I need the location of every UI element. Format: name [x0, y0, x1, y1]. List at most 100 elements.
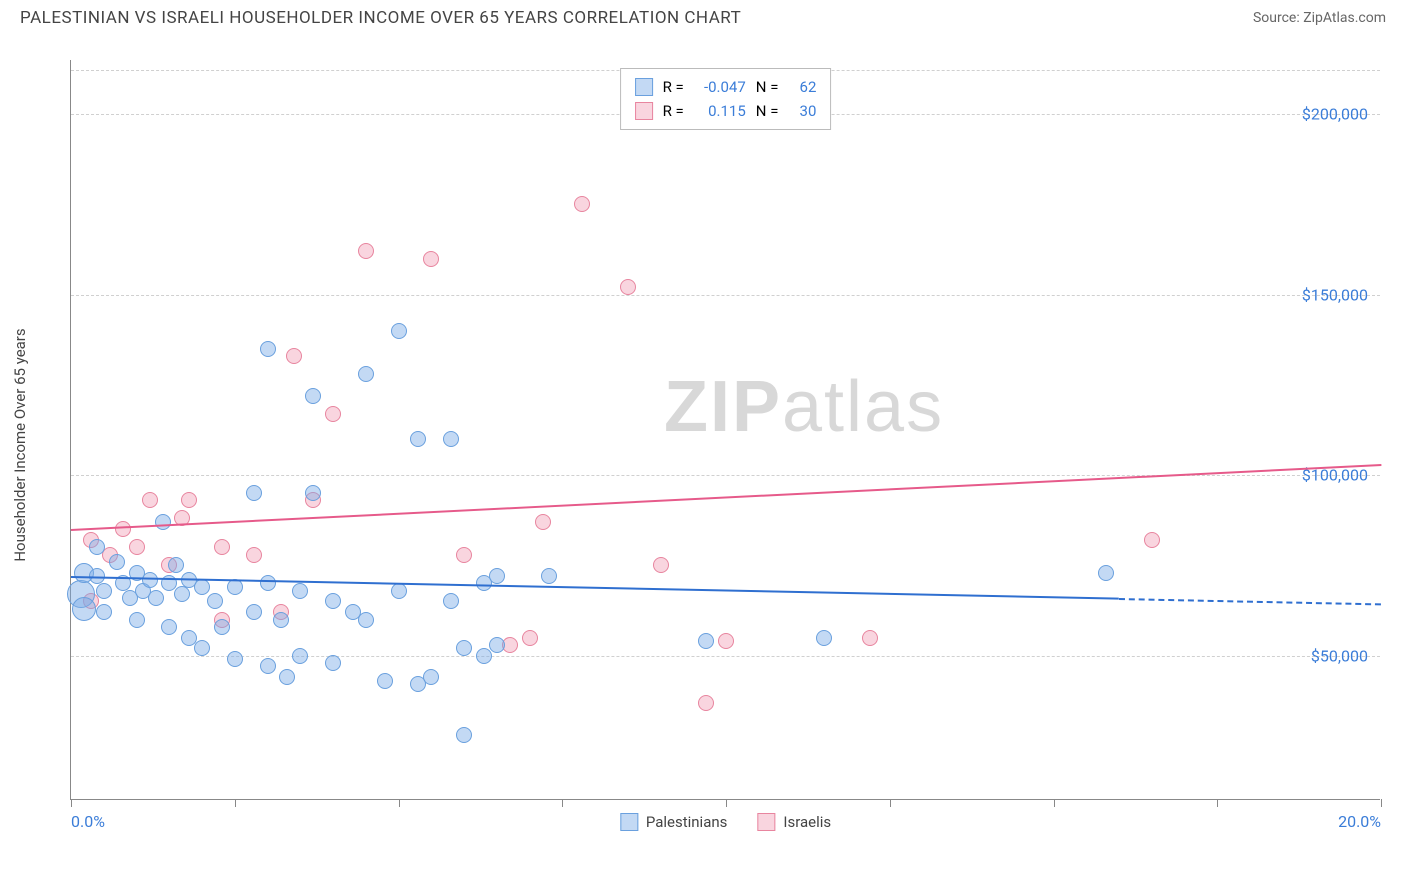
data-point-israelis [522, 630, 538, 646]
data-point-palestinians [816, 630, 832, 646]
data-point-palestinians [325, 655, 341, 671]
x-tick [1381, 799, 1382, 807]
data-point-palestinians [423, 669, 439, 685]
chart-title: PALESTINIAN VS ISRAELI HOUSEHOLDER INCOM… [20, 8, 741, 28]
data-point-palestinians [489, 568, 505, 584]
data-point-israelis [423, 251, 439, 267]
data-point-israelis [115, 521, 131, 537]
swatch-palestinians [635, 78, 653, 96]
x-tick [1217, 799, 1218, 807]
data-point-palestinians [292, 583, 308, 599]
swatch-israelis [635, 102, 653, 120]
data-point-palestinians [214, 619, 230, 635]
data-point-palestinians [194, 579, 210, 595]
data-point-palestinians [443, 593, 459, 609]
data-point-palestinians [129, 612, 145, 628]
source-attribution: Source: ZipAtlas.com [1253, 10, 1386, 26]
watermark-light: atlas [782, 367, 944, 447]
y-tick-label: $200,000 [1302, 105, 1368, 124]
x-tick-label: 20.0% [1338, 812, 1381, 831]
series-legend: Palestinians Israelis [620, 813, 831, 831]
data-point-palestinians [698, 633, 714, 649]
x-tick [235, 799, 236, 807]
data-point-israelis [181, 492, 197, 508]
n-value-israelis: 30 [788, 99, 816, 123]
data-point-palestinians [142, 572, 158, 588]
source-prefix: Source: [1253, 10, 1303, 26]
data-point-palestinians [227, 651, 243, 667]
data-point-israelis [129, 539, 145, 555]
data-point-palestinians [377, 673, 393, 689]
chart-container: Householder Income Over 65 years ZIPatla… [50, 50, 1390, 840]
data-point-palestinians [305, 388, 321, 404]
x-tick [726, 799, 727, 807]
data-point-palestinians [260, 575, 276, 591]
data-point-israelis [718, 633, 734, 649]
data-point-israelis [325, 406, 341, 422]
data-point-palestinians [325, 593, 341, 609]
data-point-palestinians [148, 590, 164, 606]
legend-label-palestinians: Palestinians [646, 813, 728, 831]
data-point-israelis [862, 630, 878, 646]
data-point-israelis [698, 695, 714, 711]
r-value-palestinians: -0.047 [694, 75, 746, 99]
data-point-palestinians [391, 323, 407, 339]
data-point-palestinians [476, 648, 492, 664]
data-point-palestinians [155, 514, 171, 530]
data-point-palestinians [305, 485, 321, 501]
data-point-israelis [142, 492, 158, 508]
data-point-palestinians [358, 366, 374, 382]
data-point-palestinians [456, 727, 472, 743]
data-point-israelis [653, 557, 669, 573]
data-point-palestinians [174, 586, 190, 602]
watermark: ZIPatlas [664, 366, 944, 448]
data-point-palestinians [410, 431, 426, 447]
x-tick [71, 799, 72, 807]
gridline-h [71, 295, 1380, 296]
data-point-israelis [535, 514, 551, 530]
data-point-palestinians [161, 619, 177, 635]
legend-row-palestinians: R = -0.047 N = 62 [635, 75, 817, 99]
x-tick [399, 799, 400, 807]
chart-header: PALESTINIAN VS ISRAELI HOUSEHOLDER INCOM… [0, 0, 1406, 32]
y-tick-label: $150,000 [1302, 285, 1368, 304]
data-point-palestinians [96, 604, 112, 620]
data-point-israelis [286, 348, 302, 364]
legend-label-israelis: Israelis [783, 813, 831, 831]
gridline-h [71, 656, 1380, 657]
data-point-israelis [574, 196, 590, 212]
data-point-palestinians [292, 648, 308, 664]
data-point-palestinians [109, 554, 125, 570]
data-point-palestinians [260, 658, 276, 674]
data-point-israelis [358, 243, 374, 259]
data-point-palestinians [96, 583, 112, 599]
data-point-palestinians [279, 669, 295, 685]
correlation-legend: R = -0.047 N = 62 R = 0.115 N = 30 [620, 68, 832, 130]
swatch-israelis [757, 813, 775, 831]
data-point-palestinians [1098, 565, 1114, 581]
x-tick [890, 799, 891, 807]
data-point-palestinians [207, 593, 223, 609]
n-value-palestinians: 62 [788, 75, 816, 99]
data-point-palestinians [168, 557, 184, 573]
data-point-palestinians [246, 604, 262, 620]
x-tick-label: 0.0% [71, 812, 105, 831]
data-point-palestinians [391, 583, 407, 599]
data-point-palestinians [89, 539, 105, 555]
r-label: R = [663, 99, 684, 123]
data-point-palestinians [273, 612, 289, 628]
data-point-palestinians [72, 597, 96, 621]
data-point-palestinians [443, 431, 459, 447]
watermark-bold: ZIP [664, 367, 782, 447]
x-tick [1054, 799, 1055, 807]
y-tick-label: $50,000 [1311, 646, 1368, 665]
swatch-palestinians [620, 813, 638, 831]
data-point-palestinians [541, 568, 557, 584]
data-point-israelis [456, 547, 472, 563]
data-point-israelis [246, 547, 262, 563]
data-point-israelis [214, 539, 230, 555]
data-point-palestinians [489, 637, 505, 653]
data-point-palestinians [246, 485, 262, 501]
r-label: R = [663, 75, 684, 99]
x-tick [562, 799, 563, 807]
